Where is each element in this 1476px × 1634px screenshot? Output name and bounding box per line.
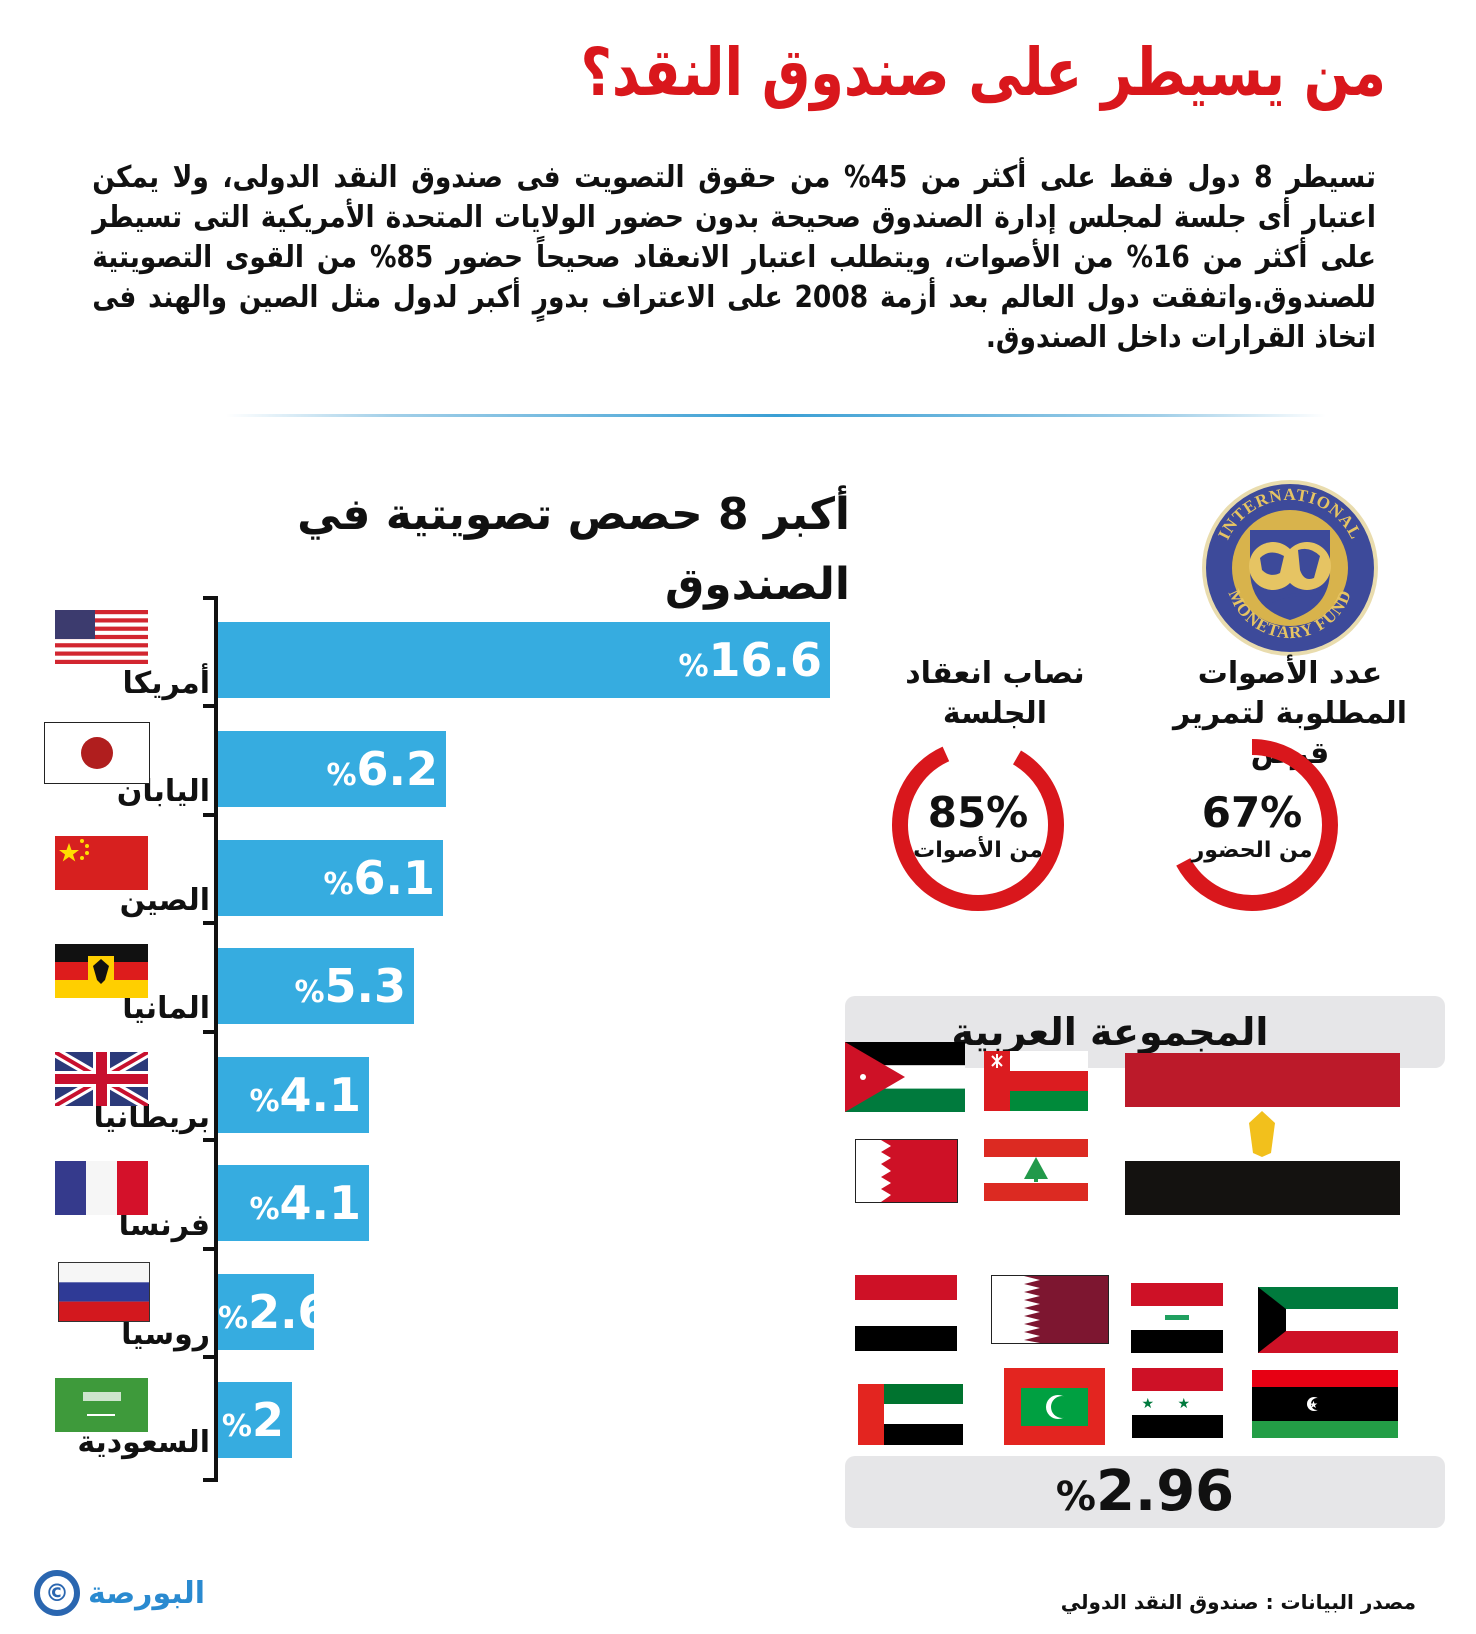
usa-flag: [55, 610, 148, 664]
ring-value-85: 85%: [927, 788, 1029, 837]
axis-tick: [203, 1138, 217, 1142]
ring-loan-67: [1162, 735, 1342, 915]
qatar-flag: [991, 1275, 1109, 1344]
bar-china: %6.1: [218, 840, 443, 916]
japan-flag: [44, 722, 150, 784]
saudi-flag: [55, 1378, 148, 1432]
yemen-flag: [855, 1275, 957, 1351]
country-label: روسيا: [121, 1317, 210, 1352]
lebanon-flag: [984, 1139, 1088, 1201]
logo-wordmark: البورصة: [88, 1575, 206, 1611]
ring-value-67: 67%: [1201, 788, 1303, 837]
intro-paragraph: تسيطر 8 دول فقط على أكثر من 45% من حقوق …: [92, 160, 1376, 355]
china-flag: [55, 836, 148, 890]
ring-quorum-85: [888, 735, 1068, 915]
axis-tick: [203, 1478, 217, 1482]
bar-uk: %4.1: [218, 1057, 369, 1133]
libya-flag: ★: [1252, 1370, 1398, 1438]
oman-flag: [984, 1051, 1088, 1111]
axis-tick: [203, 1355, 217, 1359]
ring-title-quorum: نصاب انعقاد الجلسة: [905, 656, 1085, 731]
bar-usa: %16.6: [218, 622, 830, 698]
russia-flag: [58, 1262, 150, 1322]
kuwait-flag: [1258, 1287, 1398, 1353]
france-flag: [55, 1161, 148, 1215]
uk-flag: [55, 1052, 148, 1106]
chart-axis: [214, 596, 218, 1482]
syria-flag: ★ ★: [1132, 1368, 1223, 1438]
iraq-flag: [1131, 1283, 1223, 1353]
arab-group-title: المجموعة العربية: [951, 1010, 1269, 1054]
axis-tick: [203, 704, 217, 708]
svg-text:★: ★: [1309, 1400, 1318, 1411]
egypt-flag: [1125, 1053, 1400, 1215]
jordan-flag: [845, 1042, 965, 1112]
country-label: أمريكا: [122, 666, 211, 701]
alborsa-logo: © البورصة: [34, 1570, 205, 1616]
axis-tick: [203, 813, 217, 817]
bar-germany: %5.3: [218, 948, 414, 1024]
divider: [226, 414, 1326, 417]
data-source: مصدر البيانات : صندوق النقد الدولي: [1060, 1590, 1416, 1614]
axis-tick: [203, 1247, 217, 1251]
axis-tick: [203, 1030, 217, 1034]
axis-tick: [203, 596, 217, 600]
axis-tick: [203, 921, 217, 925]
ring-sub-votes: من الأصوات: [913, 838, 1043, 863]
arab-group-value: %2.96: [1055, 1459, 1235, 1524]
arab-group-value-box: [845, 1456, 1445, 1528]
ring-sub-attendance: من الحضور: [1191, 838, 1313, 863]
uae-flag: [858, 1384, 963, 1445]
imf-logo: INTERNATIONAL MONETARY FUND: [1200, 478, 1380, 658]
germany-flag: [55, 944, 148, 998]
bar-saudi: %2: [218, 1382, 292, 1458]
bar-japan: %6.2: [218, 731, 446, 807]
maldives-flag: [1004, 1368, 1105, 1445]
page-title: من يسيطر على صندوق النقد؟: [580, 34, 1386, 111]
svg-text:★: ★: [1177, 1396, 1190, 1412]
bar-russia: %2.6: [218, 1274, 330, 1350]
bahrain-flag: [855, 1139, 958, 1203]
copyright-icon: ©: [34, 1570, 80, 1616]
chart-title: أكبر 8 حصص تصويتية في الصندوق: [297, 489, 850, 610]
bar-france: %4.1: [218, 1165, 369, 1241]
svg-text:★: ★: [1141, 1396, 1154, 1412]
